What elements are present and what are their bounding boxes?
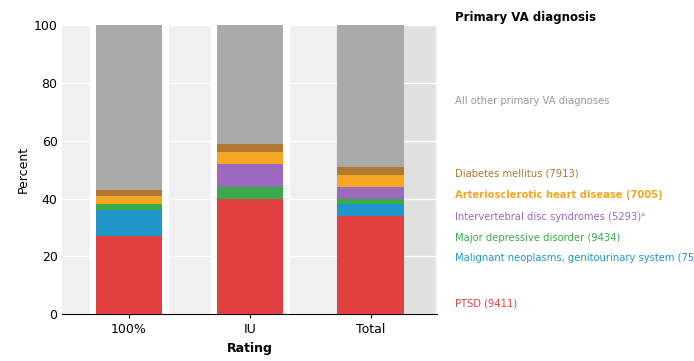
Text: All other primary VA diagnoses: All other primary VA diagnoses [455, 96, 609, 106]
Bar [96, 204, 162, 210]
Bar [96, 236, 162, 314]
Bar [217, 164, 283, 187]
Bar [337, 187, 404, 199]
Text: Primary VA diagnosis: Primary VA diagnosis [455, 11, 595, 24]
Text: PTSD (9411): PTSD (9411) [455, 298, 517, 308]
Bar [210, 25, 289, 314]
Bar [217, 144, 283, 152]
Bar [96, 25, 162, 190]
Bar [96, 210, 162, 236]
Bar [337, 199, 404, 204]
Bar [332, 25, 410, 314]
Bar [337, 25, 434, 314]
Bar [217, 199, 283, 314]
Bar [96, 190, 162, 196]
Bar [337, 167, 404, 175]
Bar [96, 196, 162, 204]
Text: Arteriosclerotic heart disease (7005): Arteriosclerotic heart disease (7005) [455, 190, 662, 200]
X-axis label: Rating: Rating [227, 342, 273, 355]
Bar [217, 152, 283, 164]
Bar [337, 175, 404, 187]
Bar [90, 25, 168, 314]
Text: Major depressive disorder (9434): Major depressive disorder (9434) [455, 233, 620, 243]
Text: Intervertebral disc syndromes (5293)ᵃ: Intervertebral disc syndromes (5293)ᵃ [455, 212, 645, 222]
Y-axis label: Percent: Percent [17, 146, 30, 193]
Bar [337, 204, 404, 216]
Text: Malignant neoplasms, genitourinary system (7528): Malignant neoplasms, genitourinary syste… [455, 253, 694, 263]
Text: Diabetes mellitus (7913): Diabetes mellitus (7913) [455, 168, 578, 178]
Bar [337, 25, 404, 167]
Bar [337, 216, 404, 314]
Bar [217, 187, 283, 199]
Bar [217, 25, 283, 144]
